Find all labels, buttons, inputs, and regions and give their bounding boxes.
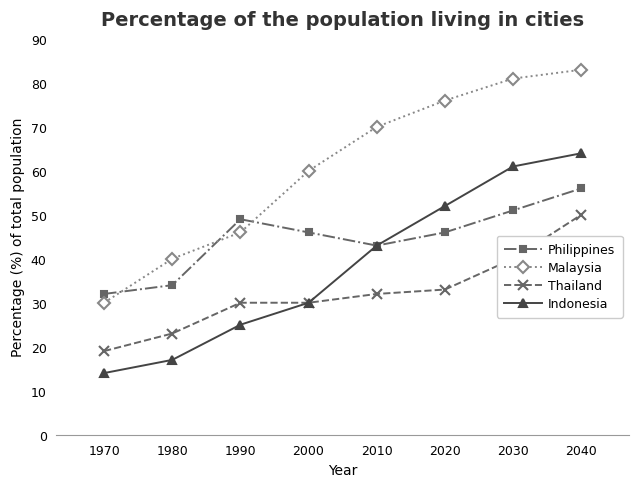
- Thailand: [509, 256, 517, 262]
- Malaysia: [577, 68, 585, 74]
- Title: Percentage of the population living in cities: Percentage of the population living in c…: [101, 11, 584, 30]
- Malaysia: [237, 230, 244, 236]
- Indonesia: [237, 322, 244, 328]
- Indonesia: [441, 203, 449, 209]
- Indonesia: [168, 357, 176, 363]
- Indonesia: [509, 164, 517, 170]
- Legend: Philippines, Malaysia, Thailand, Indonesia: Philippines, Malaysia, Thailand, Indones…: [497, 236, 623, 318]
- Philippines: [509, 208, 517, 214]
- Line: Indonesia: Indonesia: [100, 150, 586, 377]
- Indonesia: [373, 243, 381, 249]
- Thailand: [577, 212, 585, 218]
- Thailand: [100, 348, 108, 354]
- Indonesia: [100, 370, 108, 376]
- Philippines: [305, 230, 312, 236]
- Malaysia: [305, 168, 312, 174]
- Philippines: [168, 283, 176, 288]
- Indonesia: [577, 151, 585, 157]
- Philippines: [373, 243, 381, 249]
- X-axis label: Year: Year: [328, 463, 357, 477]
- Thailand: [168, 331, 176, 337]
- Line: Philippines: Philippines: [100, 185, 585, 298]
- Philippines: [237, 217, 244, 223]
- Thailand: [305, 300, 312, 306]
- Philippines: [577, 186, 585, 192]
- Line: Malaysia: Malaysia: [100, 66, 586, 307]
- Indonesia: [305, 300, 312, 306]
- Thailand: [237, 300, 244, 306]
- Thailand: [373, 291, 381, 297]
- Malaysia: [373, 125, 381, 131]
- Malaysia: [100, 300, 108, 306]
- Thailand: [441, 287, 449, 293]
- Philippines: [100, 291, 108, 297]
- Malaysia: [441, 99, 449, 104]
- Malaysia: [168, 256, 176, 262]
- Line: Thailand: Thailand: [99, 210, 586, 356]
- Y-axis label: Percentage (%) of total population: Percentage (%) of total population: [11, 118, 25, 357]
- Philippines: [441, 230, 449, 236]
- Malaysia: [509, 77, 517, 82]
